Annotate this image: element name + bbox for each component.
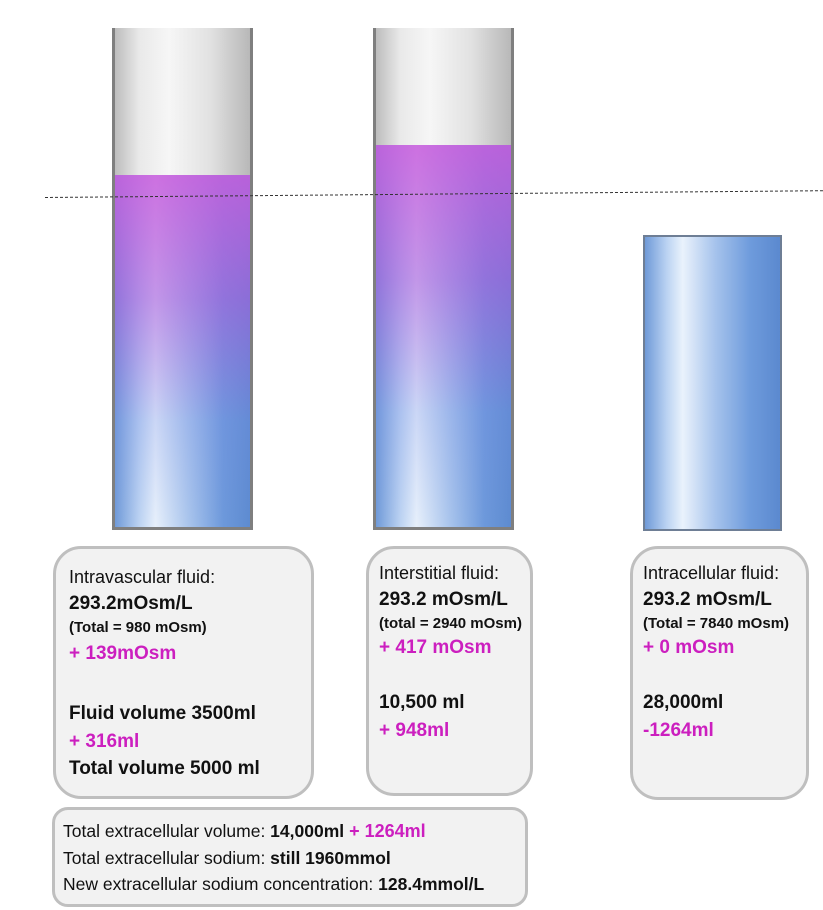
intravascular-fluid-volume: Fluid volume 3500ml bbox=[69, 703, 256, 724]
summary-concentration-value: 128.4mmol/L bbox=[378, 874, 485, 894]
interstitial-volume: 10,500 ml bbox=[379, 692, 465, 713]
interstitial-total-osm: (total = 2940 mOsm) bbox=[379, 615, 522, 632]
intravascular-total-osm: (Total = 980 mOsm) bbox=[69, 619, 207, 636]
intracellular-osm-change: + 0 mOsm bbox=[643, 637, 735, 658]
intravascular-osmolality: 293.2mOsm/L bbox=[69, 593, 193, 614]
interstitial-title: Interstitial fluid: bbox=[379, 563, 500, 583]
intravascular-title: Intravascular fluid: bbox=[69, 567, 216, 587]
intravascular-osm-change: + 139mOsm bbox=[69, 643, 177, 664]
intracellular-osmolality: 293.2 mOsm/L bbox=[643, 589, 772, 610]
intravascular-fluid-level bbox=[115, 175, 250, 530]
intracellular-total-osm: (Total = 7840 mOsm) bbox=[643, 615, 790, 632]
interstitial-cylinder bbox=[373, 28, 514, 530]
summary-concentration-line: New extracellular sodium concentration: … bbox=[63, 874, 484, 895]
intravascular-info-box: Intravascular fluid: 293.2mOsm/L (Total … bbox=[53, 546, 314, 799]
summary-volume-line: Total extracellular volume: 14,000ml + 1… bbox=[63, 821, 426, 842]
intracellular-title: Intracellular fluid: bbox=[643, 563, 780, 583]
intracellular-volume: 28,000ml bbox=[643, 692, 724, 713]
empty-glass-section bbox=[115, 28, 250, 175]
summary-sodium-value: still 1960mmol bbox=[270, 848, 391, 868]
intravascular-cylinder bbox=[112, 28, 253, 530]
interstitial-fluid-level bbox=[376, 145, 511, 530]
summary-volume-value: 14,000ml bbox=[270, 821, 345, 841]
summary-volume-change: + 1264ml bbox=[344, 821, 426, 841]
interstitial-volume-change: + 948ml bbox=[379, 720, 450, 741]
summary-concentration-label: New extracellular sodium concentration: bbox=[63, 874, 379, 894]
interstitial-osm-change: + 417 mOsm bbox=[379, 637, 492, 658]
intravascular-total-volume: Total volume 5000 ml bbox=[69, 758, 260, 779]
intracellular-info-box: Intracellular fluid: 293.2 mOsm/L (Total… bbox=[630, 546, 809, 800]
interstitial-osmolality: 293.2 mOsm/L bbox=[379, 589, 508, 610]
summary-sodium-label: Total extracellular sodium: bbox=[63, 848, 271, 868]
summary-sodium-line: Total extracellular sodium: still 1960mm… bbox=[63, 848, 391, 869]
extracellular-summary-box: Total extracellular volume: 14,000ml + 1… bbox=[52, 807, 528, 907]
interstitial-info-box: Interstitial fluid: 293.2 mOsm/L (total … bbox=[366, 546, 533, 796]
empty-glass-section bbox=[376, 28, 511, 145]
intracellular-cylinder bbox=[643, 235, 782, 531]
intracellular-volume-change: -1264ml bbox=[643, 720, 714, 741]
summary-volume-label: Total extracellular volume: bbox=[63, 821, 271, 841]
intravascular-volume-change: + 316ml bbox=[69, 731, 140, 752]
